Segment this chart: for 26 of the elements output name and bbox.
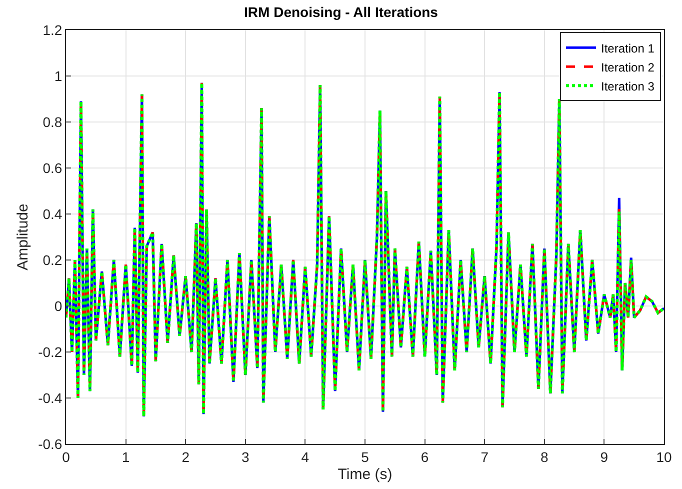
y-tick-label: 0.2 [42,252,62,268]
x-tick-label: 4 [301,448,310,465]
y-tick-label: 0.6 [42,160,62,176]
x-tick-label: 3 [242,448,250,465]
x-tick-label: 1 [122,448,130,465]
x-tick-label: 2 [182,448,190,465]
y-tick-label: 1.2 [42,22,62,38]
y-axis-title: Amplitude [14,204,32,270]
y-tick-label: -0.6 [38,436,62,452]
x-tick-label: 7 [480,448,489,465]
y-tick-label: -0.2 [38,344,62,360]
x-axis-title: Time (s) [338,466,392,483]
legend-label: Iteration 3 [601,79,655,94]
y-tick-label: 0.4 [42,206,62,222]
legend-label: Iteration 2 [601,60,655,74]
x-tick-label: 6 [420,448,429,465]
legend-label: Iteration 1 [601,41,655,56]
chart-title: IRM Denoising - All Iterations [244,4,438,20]
x-tick-label: 10 [656,448,672,465]
y-tick-label: 0 [54,298,62,314]
x-tick-label: 9 [600,448,608,465]
x-tick-label: 8 [540,448,548,465]
y-tick-label: 0.8 [42,114,62,130]
y-tick-label: -0.4 [38,390,62,406]
y-tick-label: 1 [54,68,62,84]
x-tick-label: 5 [361,448,370,465]
